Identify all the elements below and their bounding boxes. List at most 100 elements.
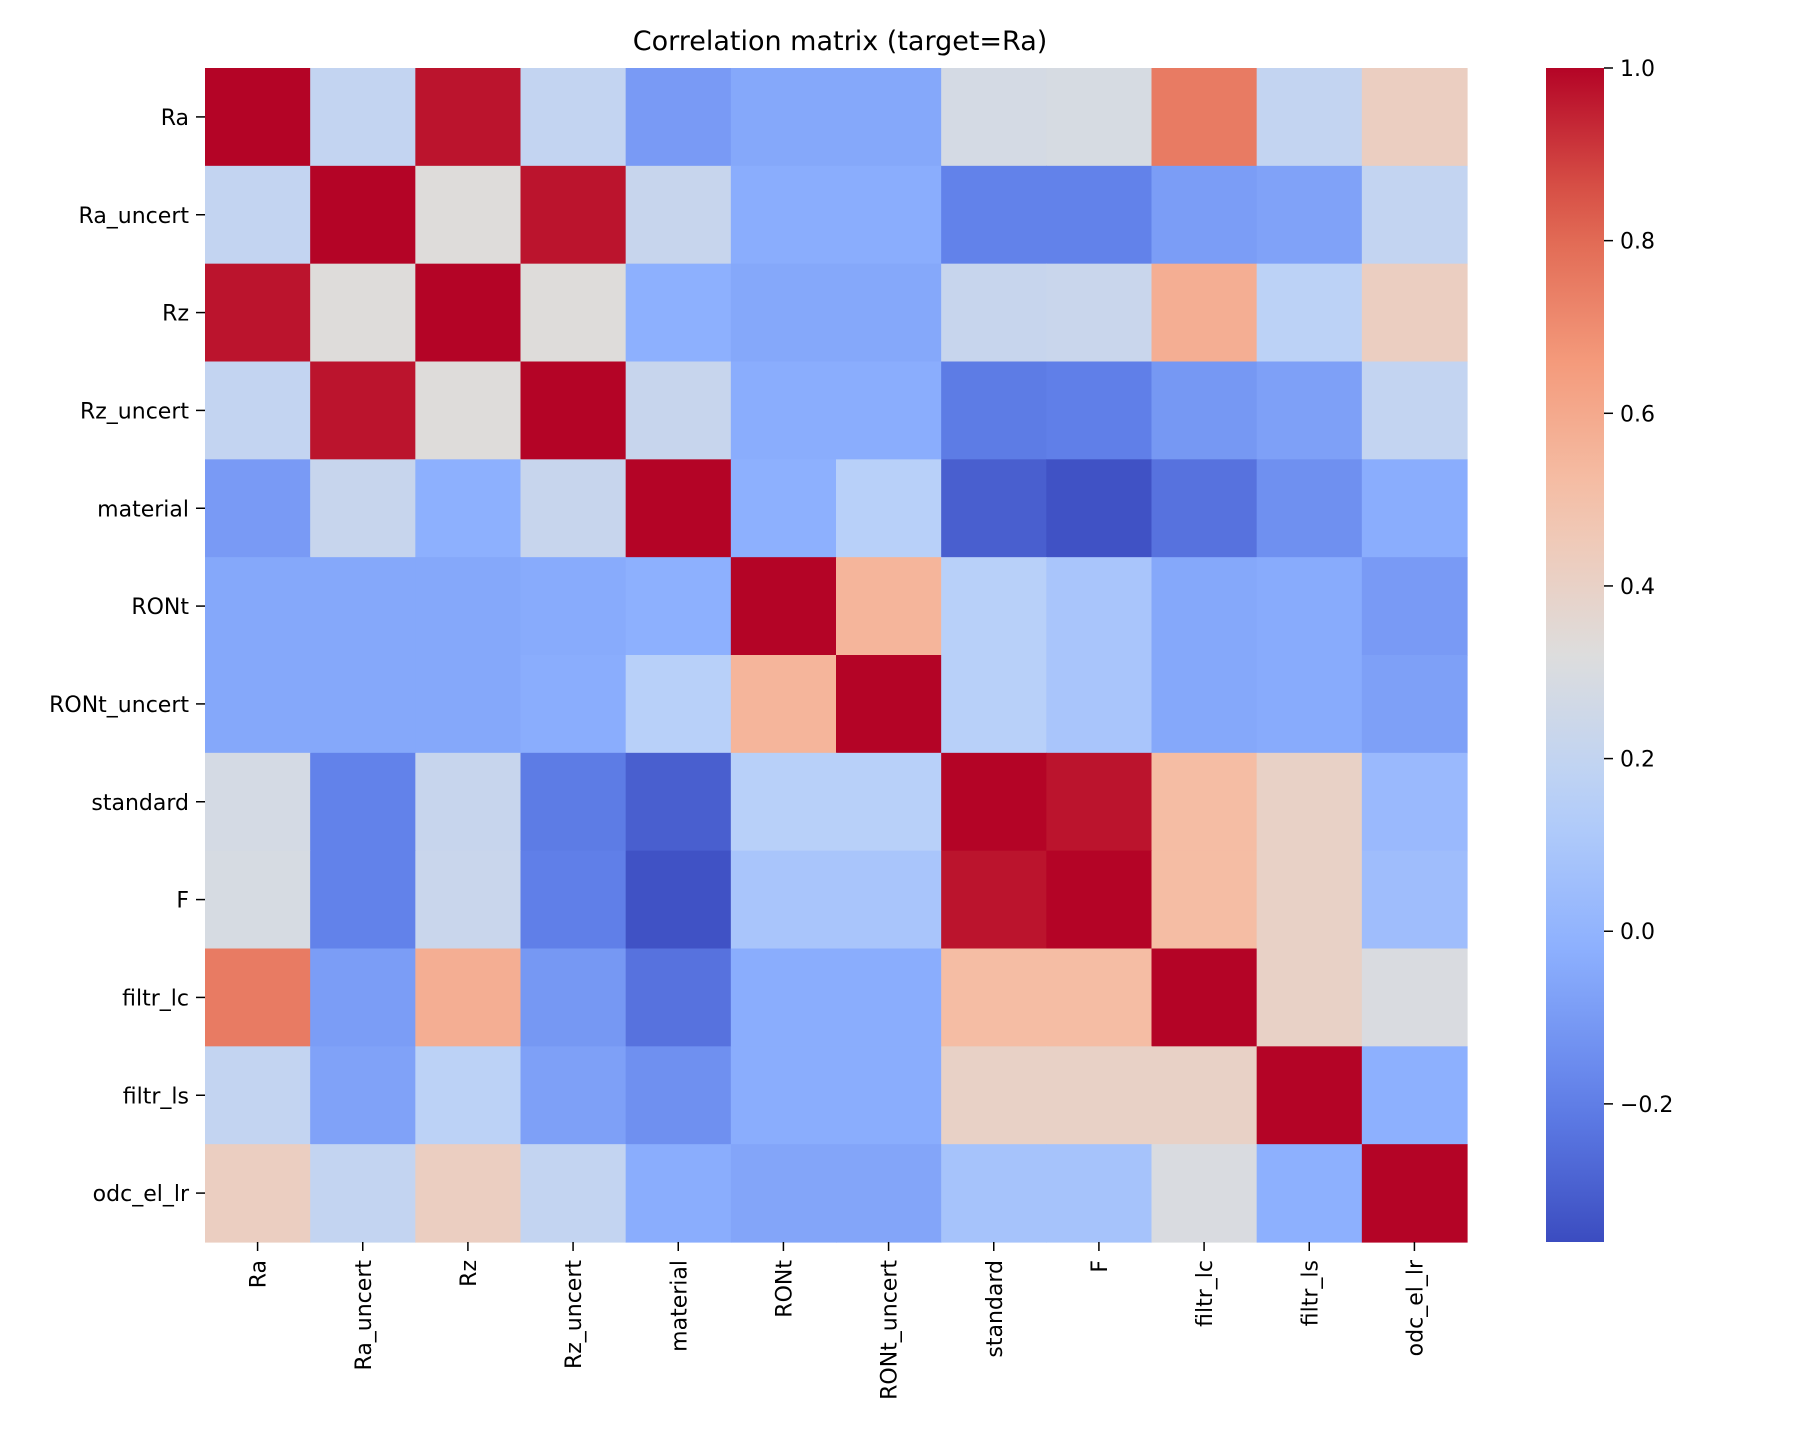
heatmap-cell-F-filtr_lc — [1151, 850, 1258, 950]
heatmap-cell-RONt-odc_el_lr — [1361, 557, 1468, 656]
heatmap-cell-F-filtr_ls — [1256, 850, 1363, 950]
y-tick-label: Ra_uncert — [79, 204, 190, 229]
heatmap-cell-RONt_uncert-F — [1046, 655, 1153, 754]
x-tick-label: Ra — [247, 1260, 272, 1288]
heatmap-cell-F-RONt — [730, 850, 837, 950]
colorbar-tick-label: 1.0 — [1620, 57, 1655, 82]
colorbar-tick-label: −0.2 — [1620, 1093, 1673, 1118]
heatmap-cell-RONt-Rz_uncert — [520, 557, 627, 656]
heatmap-cell-Rz_uncert-filtr_lc — [1151, 361, 1258, 460]
heatmap-cell-F-Ra — [205, 850, 311, 950]
heatmap-cell-standard-F — [1046, 752, 1153, 852]
heatmap-cell-Ra_uncert-RONt_uncert — [836, 165, 942, 265]
heatmap-cell-odc_el_lr-Rz_uncert — [520, 1144, 627, 1243]
heatmap-cell-standard-material — [625, 752, 732, 852]
y-tick-label: Rz — [162, 302, 189, 327]
heatmap-cell-RONt-standard — [941, 557, 1047, 656]
y-tick-label: material — [97, 497, 189, 522]
heatmap-cell-Rz_uncert-material — [625, 361, 732, 460]
heatmap-cell-standard-odc_el_lr — [1361, 752, 1468, 852]
heatmap-cell-filtr_lc-F — [1046, 948, 1153, 1047]
heatmap-cell-filtr_ls-Ra_uncert — [310, 1046, 416, 1145]
x-tick-label: RONt — [772, 1260, 797, 1318]
heatmap-cell-standard-standard — [941, 752, 1047, 852]
heatmap-cell-Ra-filtr_ls — [1256, 68, 1363, 167]
heatmap-cell-RONt_uncert-material — [625, 655, 732, 754]
heatmap-cell-material-filtr_lc — [1151, 459, 1258, 558]
heatmap-cell-RONt-RONt_uncert — [836, 557, 942, 656]
heatmap-cell-Ra-F — [1046, 68, 1153, 167]
x-tick-label: Rz_uncert — [562, 1260, 587, 1369]
heatmap-cell-Ra_uncert-standard — [941, 165, 1047, 265]
heatmap-cell-Rz_uncert-F — [1046, 361, 1153, 460]
chart-title: Correlation matrix (target=Ra) — [633, 26, 1048, 57]
x-tick-label: filtr_ls — [1298, 1260, 1323, 1326]
heatmap-cell-Ra_uncert-Ra_uncert — [310, 165, 416, 265]
heatmap-cell-Rz_uncert-standard — [941, 361, 1047, 460]
colorbar-tick-label: 0.8 — [1620, 230, 1655, 255]
heatmap-cell-RONt-Ra_uncert — [310, 557, 416, 656]
heatmap-cell-F-F — [1046, 850, 1153, 950]
heatmap-cell-standard-Rz — [415, 752, 522, 852]
heatmap-cell-Ra_uncert-Rz — [415, 165, 522, 265]
heatmap-cell-filtr_lc-filtr_ls — [1256, 948, 1363, 1047]
heatmap-cell-Ra_uncert-filtr_ls — [1256, 165, 1363, 265]
heatmap-cell-F-material — [625, 850, 732, 950]
heatmap-cell-RONt_uncert-Rz_uncert — [520, 655, 627, 754]
heatmap-cell-odc_el_lr-material — [625, 1144, 732, 1243]
heatmap-cell-filtr_lc-RONt_uncert — [836, 948, 942, 1047]
heatmap-cells — [205, 68, 1468, 1243]
heatmap-cell-Rz_uncert-Rz_uncert — [520, 361, 627, 460]
heatmap-cell-RONt-material — [625, 557, 732, 656]
heatmap-cell-standard-RONt_uncert — [836, 752, 942, 852]
heatmap-cell-Rz-Rz_uncert — [520, 263, 627, 363]
heatmap-cell-filtr_lc-filtr_lc — [1151, 948, 1258, 1047]
y-tick-label: Ra — [161, 106, 189, 131]
heatmap-cell-Ra-Rz_uncert — [520, 68, 627, 167]
heatmap-cell-filtr_ls-material — [625, 1046, 732, 1145]
heatmap-cell-odc_el_lr-Ra_uncert — [310, 1144, 416, 1243]
heatmap-cell-RONt-Ra — [205, 557, 311, 656]
heatmap-cell-Rz-Ra_uncert — [310, 263, 416, 363]
heatmap-cell-RONt-filtr_ls — [1256, 557, 1363, 656]
heatmap-cell-Rz-RONt_uncert — [836, 263, 942, 363]
heatmap-cell-F-RONt_uncert — [836, 850, 942, 950]
heatmap-cell-filtr_lc-RONt — [730, 948, 837, 1047]
colorbar-tick-label: 0.6 — [1620, 402, 1655, 427]
heatmap-cell-odc_el_lr-filtr_lc — [1151, 1144, 1258, 1243]
heatmap-cell-F-Rz — [415, 850, 522, 950]
heatmap-cell-filtr_ls-filtr_ls — [1256, 1046, 1363, 1145]
heatmap-cell-filtr_ls-Rz — [415, 1046, 522, 1145]
heatmap-cell-RONt_uncert-odc_el_lr — [1361, 655, 1468, 754]
heatmap-cell-Rz_uncert-filtr_ls — [1256, 361, 1363, 460]
heatmap-cell-Rz-filtr_ls — [1256, 263, 1363, 363]
heatmap-cell-standard-RONt — [730, 752, 837, 852]
heatmap-cell-Rz-material — [625, 263, 732, 363]
heatmap-cell-Ra-filtr_lc — [1151, 68, 1258, 167]
heatmap-cell-odc_el_lr-Rz — [415, 1144, 522, 1243]
heatmap-cell-RONt_uncert-filtr_lc — [1151, 655, 1258, 754]
x-tick-label: Ra_uncert — [352, 1260, 377, 1371]
heatmap-cell-Ra-standard — [941, 68, 1047, 167]
heatmap-cell-filtr_lc-material — [625, 948, 732, 1047]
heatmap-cell-RONt_uncert-Rz — [415, 655, 522, 754]
heatmap-cell-Rz-odc_el_lr — [1361, 263, 1468, 363]
x-tick-label: F — [1088, 1260, 1113, 1273]
heatmap-cell-RONt-RONt — [730, 557, 837, 656]
heatmap-cell-filtr_lc-Rz — [415, 948, 522, 1047]
heatmap-cell-odc_el_lr-RONt — [730, 1144, 837, 1243]
y-tick-label: RONt_uncert — [49, 693, 189, 718]
colorbar-tick-label: 0.0 — [1620, 920, 1655, 945]
heatmap-cell-RONt_uncert-standard — [941, 655, 1047, 754]
x-tick-label: standard — [983, 1260, 1008, 1358]
heatmap-cell-Rz_uncert-Rz — [415, 361, 522, 460]
heatmap-cell-filtr_ls-Rz_uncert — [520, 1046, 627, 1145]
heatmap-cell-material-Ra — [205, 459, 311, 558]
heatmap-cell-standard-Ra_uncert — [310, 752, 416, 852]
y-tick-label: standard — [91, 791, 189, 816]
heatmap-cell-filtr_ls-standard — [941, 1046, 1047, 1145]
heatmap-cell-Ra-Ra_uncert — [310, 68, 416, 167]
x-tick-label: material — [667, 1260, 692, 1352]
heatmap-cell-standard-Ra — [205, 752, 311, 852]
colorbar-tick-label: 0.4 — [1620, 575, 1655, 600]
